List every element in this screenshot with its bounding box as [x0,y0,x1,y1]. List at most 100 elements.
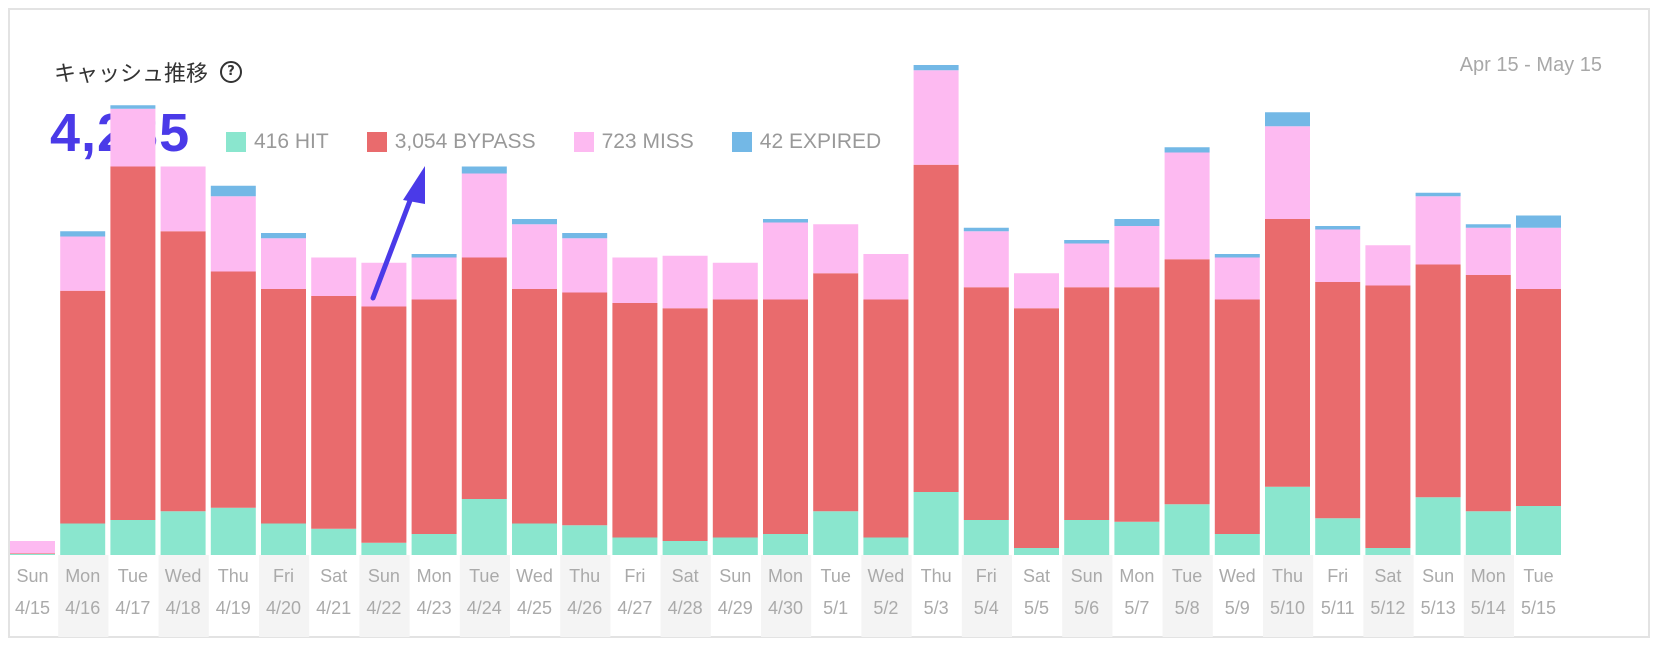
bar-expired-5-3 [913,65,959,71]
x-tick-date-14: 4/29 [718,598,753,618]
label-band-17 [861,555,912,637]
legend-label-hit: 416 HIT [254,130,329,153]
bar-bypass-5-14 [1465,275,1511,512]
bar-hit-5-14 [1465,511,1511,555]
x-tick-date-17: 5/2 [873,598,898,618]
bar-miss-4-24 [461,173,507,258]
date-range[interactable]: Apr 15 - May 15 [1459,54,1602,76]
annotation-arrow-shaft [370,195,414,301]
bar-expired-4-25 [512,219,557,225]
bar-miss-5-6 [1064,243,1110,288]
x-tick-date-30: 5/15 [1521,598,1556,618]
bar-expired-5-6 [1064,240,1110,244]
x-tick-date-26: 5/11 [1321,598,1355,618]
x-tick-day-18: Thu [921,566,952,586]
bar-expired-5-9 [1214,254,1260,258]
x-tick-day-14: Sun [719,566,751,586]
bar-bypass-5-7 [1114,287,1160,522]
bar-hit-4-21 [311,528,357,555]
bar-bypass-4-19 [210,271,256,508]
x-tick-day-20: Sat [1023,566,1050,586]
bar-miss-5-13 [1415,196,1461,265]
x-tick-date-3: 4/18 [166,598,201,618]
bar-bypass-5-9 [1214,299,1260,534]
legend-label-bypass: 3,054 BYPASS [394,130,536,153]
bar-bypass-4-22 [361,306,407,543]
bar-miss-4-27 [612,257,658,303]
x-tick-day-2: Tue [118,566,148,586]
legend-item-hit[interactable]: 416 HIT [226,130,329,154]
x-tick-date-29: 5/14 [1471,598,1506,618]
bar-bypass-4-26 [562,292,608,526]
bar-hit-4-30 [763,534,808,555]
bar-miss-4-23 [411,257,457,300]
bar-hit-5-6 [1064,520,1110,555]
bar-hit-4-23 [411,534,457,555]
x-tick-date-6: 4/21 [316,598,351,618]
bar-bypass-5-6 [1064,287,1110,520]
bar-bypass-4-16 [60,290,106,524]
x-tick-date-16: 5/1 [823,598,848,618]
bar-bypass-4-17 [110,166,156,520]
legend-swatch-expired [731,132,752,152]
bar-miss-5-10 [1265,126,1310,219]
x-tick-day-13: Sat [672,566,699,586]
bar-miss-5-15 [1516,227,1561,289]
x-tick-day-8: Mon [417,566,452,586]
bar-miss-5-12 [1365,245,1411,286]
legend-item-miss[interactable]: 723 MISS [573,130,694,154]
x-tick-date-4: 4/19 [216,598,251,618]
label-band-3 [158,555,209,637]
x-tick-day-6: Sat [320,566,347,586]
bar-hit-4-28 [662,541,708,555]
help-icon[interactable]: ? [220,61,243,83]
legend: 416 HIT 3,054 BYPASS 723 MISS 42 EXPIRED [226,130,919,154]
bar-miss-4-19 [210,196,256,272]
bar-bypass-5-3 [913,164,959,492]
label-band-9 [459,555,510,637]
legend-label-expired: 42 EXPIRED [759,130,882,153]
bar-expired-5-4 [963,227,1009,232]
chart-title-text: キャッシュ推移 [54,62,209,87]
bar-miss-4-15 [10,541,55,554]
annotation-arrow-head [403,166,425,204]
bar-hit-5-8 [1164,504,1210,555]
bar-bypass-5-8 [1164,259,1210,505]
x-tick-date-24: 5/9 [1225,598,1250,618]
x-tick-day-11: Thu [569,566,600,586]
bar-miss-4-28 [662,255,708,309]
legend-item-expired[interactable]: 42 EXPIRED [731,130,882,154]
x-tick-day-0: Sun [16,566,48,586]
bar-hit-5-15 [1516,506,1561,555]
label-band-15 [761,555,812,637]
x-tick-date-5: 4/20 [266,598,301,618]
bar-expired-4-24 [461,166,507,174]
bar-miss-5-4 [963,231,1009,288]
x-tick-day-4: Thu [218,566,249,586]
bar-expired-4-23 [411,254,457,258]
x-tick-day-16: Tue [821,566,851,586]
label-band-19 [961,555,1012,637]
bar-hit-5-2 [863,537,909,555]
bar-miss-4-18 [160,166,206,232]
x-tick-day-28: Sun [1422,566,1454,586]
bar-miss-4-30 [763,222,808,300]
bar-bypass-5-10 [1265,219,1310,487]
x-tick-day-30: Tue [1523,566,1553,586]
bar-bypass-5-5 [1014,308,1059,548]
bar-hit-4-15 [10,553,55,555]
x-tick-date-9: 4/24 [467,598,502,618]
bar-hit-4-20 [261,523,306,555]
bar-expired-5-8 [1164,147,1210,153]
bar-hit-4-22 [361,542,407,555]
bar-expired-4-19 [210,185,256,197]
legend-item-bypass[interactable]: 3,054 BYPASS [366,130,536,154]
bar-bypass-5-2 [863,299,909,538]
bar-expired-4-26 [562,233,608,239]
x-tick-date-25: 5/10 [1270,598,1305,618]
bar-hit-5-1 [813,511,859,555]
bar-expired-5-14 [1465,224,1511,228]
x-tick-date-18: 5/3 [924,598,949,618]
bar-miss-5-5 [1014,273,1059,309]
